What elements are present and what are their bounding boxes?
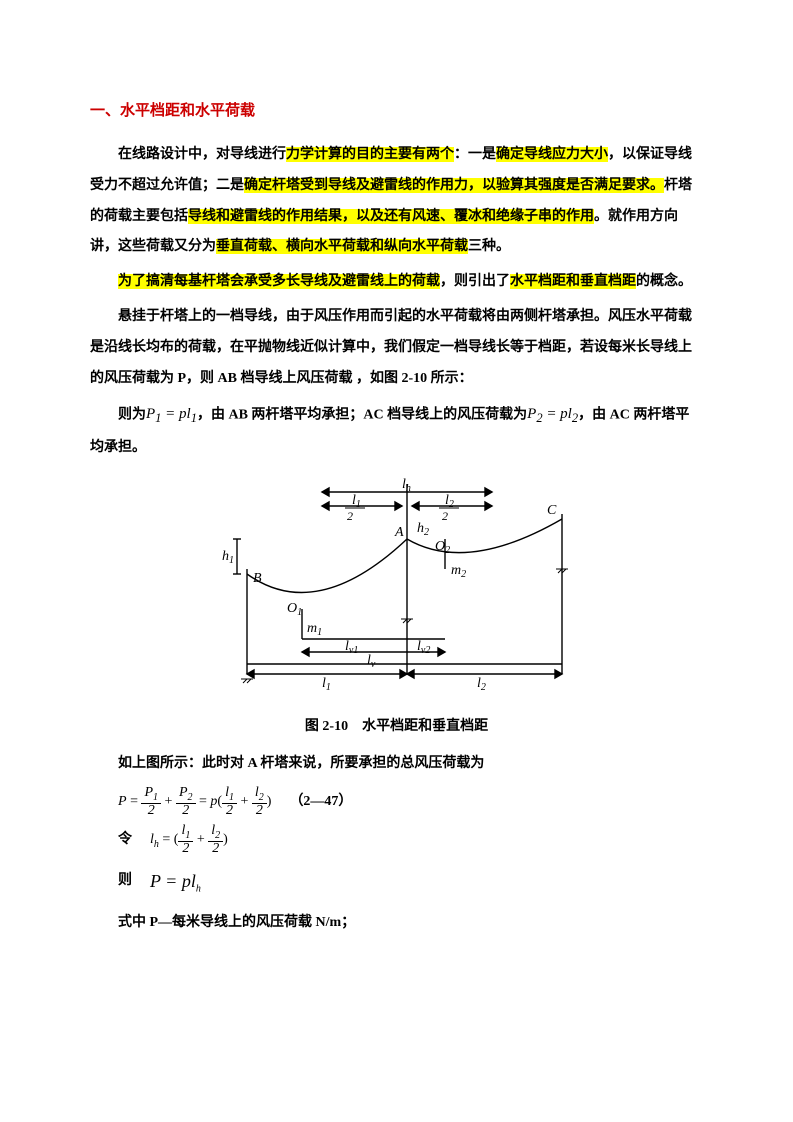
svg-text:m1: m1 xyxy=(307,621,322,638)
section-title: 一、水平档距和水平荷载 xyxy=(90,95,703,128)
p4-t2: ，由 AB 两杆塔平均承担；AC 档导线上的风压荷载为 xyxy=(197,408,527,423)
equation-ref: （2—47） xyxy=(289,787,352,818)
svg-text:2: 2 xyxy=(442,509,448,523)
svg-text:2: 2 xyxy=(347,509,353,523)
then-prefix: 则 xyxy=(118,866,132,897)
p1-t1: 在线路设计中，对导线进行 xyxy=(118,147,286,162)
p1-t6: 三种。 xyxy=(468,239,510,254)
svg-text:l1: l1 xyxy=(322,676,331,693)
p1-h1: 力学计算的目的主要有两个 xyxy=(286,147,454,162)
span-diagram-svg: lh l1 2 l2 2 A B C h1 h2 O1 O2 m1 m2 lv1… xyxy=(217,474,577,694)
paragraph-1: 在线路设计中，对导线进行力学计算的目的主要有两个：一是确定导线应力大小，以保证导… xyxy=(90,140,703,263)
svg-text:C: C xyxy=(547,503,557,518)
formula-p1: P1 = pl1 xyxy=(146,406,197,422)
let-prefix: 令 xyxy=(118,825,132,856)
svg-text:h1: h1 xyxy=(222,549,234,566)
p1-h2: 确定导线应力大小 xyxy=(496,147,608,162)
paragraph-2: 为了搞清每基杆塔会承受多长导线及避雷线上的荷载，则引出了水平档距和垂直档距的概念… xyxy=(90,267,703,298)
svg-text:A: A xyxy=(394,525,404,540)
paragraph-5: 如上图所示：此时对 A 杆塔来说，所要承担的总风压荷载为 xyxy=(90,749,703,780)
svg-text:B: B xyxy=(253,571,262,586)
p2-h1: 为了搞清每基杆塔会承受多长导线及避雷线上的荷载 xyxy=(118,274,440,289)
p1-h4: 导线和避雷线的作用结果，以及还有风速、覆冰和绝缘子串的作用 xyxy=(188,209,594,224)
p1-t2: ：一是 xyxy=(454,147,496,162)
equation-2-47: P = P12 + P22 = p(l12 + l22) （2—47） xyxy=(118,786,703,818)
svg-text:lv1: lv1 xyxy=(345,639,358,656)
paragraph-3: 悬挂于杆塔上的一档导线，由于风压作用而引起的水平荷载将由两侧杆塔承担。风压水平荷… xyxy=(90,302,703,394)
paragraph-8: 式中 P—每米导线上的风压荷载 N/m； xyxy=(90,908,703,939)
equation-p-plh: 则 P = plh xyxy=(118,862,703,902)
p2-t1: ，则引出了 xyxy=(440,274,510,289)
paragraph-4: 则为P1 = pl1，由 AB 两杆塔平均承担；AC 档导线上的风压荷载为P2 … xyxy=(90,398,703,463)
formula-p2: P2 = pl2 xyxy=(527,406,578,422)
svg-text:O2: O2 xyxy=(435,539,450,556)
svg-text:l1: l1 xyxy=(352,493,361,510)
svg-text:lh: lh xyxy=(402,477,411,494)
figure-2-10: lh l1 2 l2 2 A B C h1 h2 O1 O2 m1 m2 lv1… xyxy=(90,474,703,707)
svg-text:l2: l2 xyxy=(477,676,486,693)
p2-h2: 水平档距和垂直档距 xyxy=(510,274,636,289)
p1-h3: 确定杆塔受到导线及避雷线的作用力，以验算其强度是否满足要求。 xyxy=(244,178,664,193)
equation-lh-def: 令 lh = (l12 + l22) xyxy=(118,824,703,856)
svg-text:m2: m2 xyxy=(451,563,466,580)
svg-text:l2: l2 xyxy=(445,493,454,510)
svg-text:O1: O1 xyxy=(287,601,302,618)
svg-text:h2: h2 xyxy=(417,521,429,538)
p2-t2: 的概念。 xyxy=(636,274,692,289)
p1-h5: 垂直荷载、横向水平荷载和纵向水平荷载 xyxy=(216,239,468,254)
figure-caption: 图 2-10 水平档距和垂直档距 xyxy=(90,712,703,743)
svg-text:lv: lv xyxy=(367,653,376,670)
svg-text:lv2: lv2 xyxy=(417,639,430,656)
p4-t1: 则为 xyxy=(118,408,146,423)
